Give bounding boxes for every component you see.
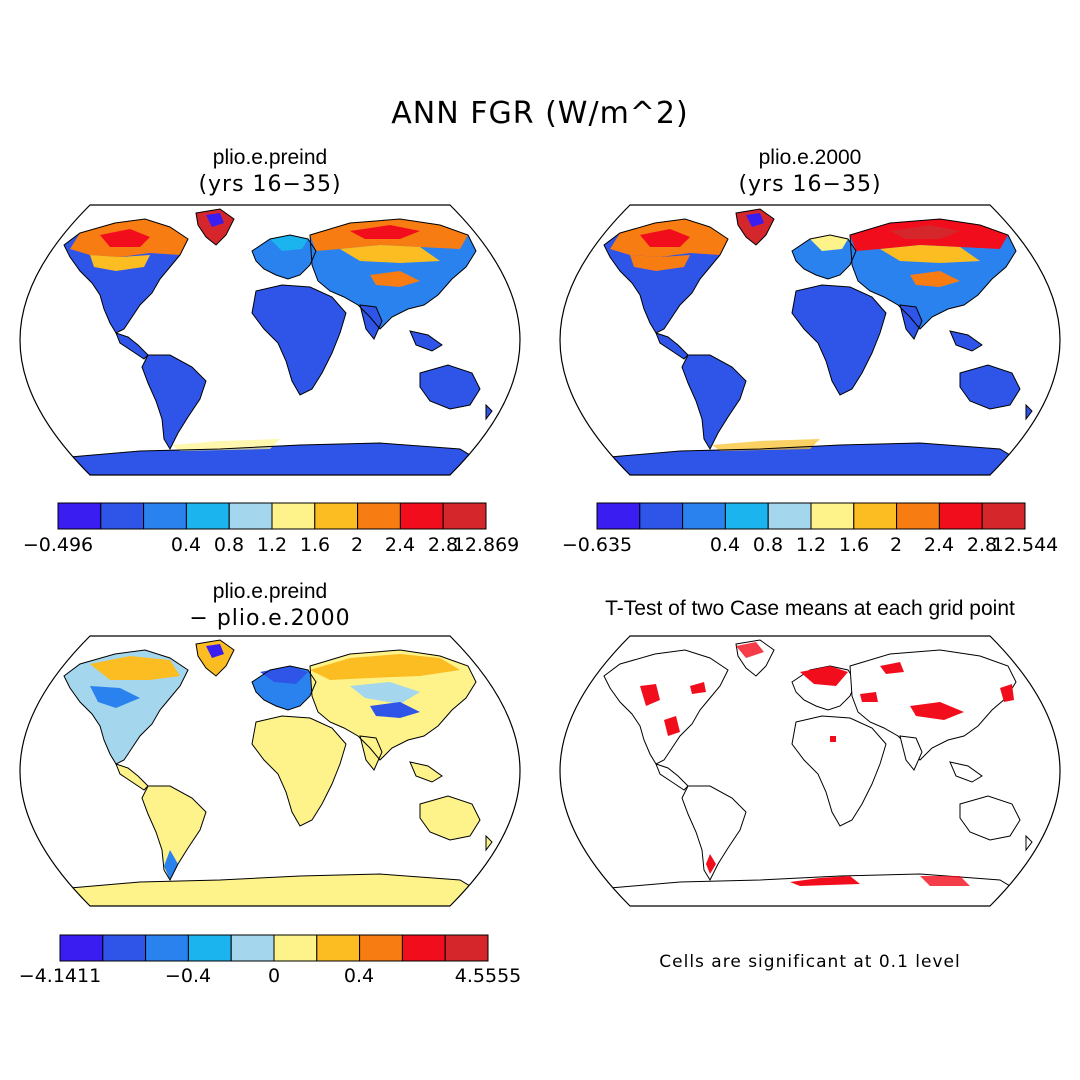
colorbar-swatch — [273, 934, 318, 962]
cb-label: 2.4 — [923, 534, 955, 556]
colorbar-swatch — [401, 934, 446, 962]
panel-diff-title: plio.e.preind — [212, 580, 328, 603]
panel-2000-subtitle: (yrs 16−35) — [738, 172, 882, 197]
land-fill — [64, 640, 492, 906]
panel-diff-subtitle: − plio.e.2000 — [189, 606, 351, 631]
panel-ttest-title: T-Test of two Case means at each grid po… — [605, 597, 1015, 620]
cb-label: 4.5555 — [454, 965, 522, 987]
panel-preind-title: plio.e.preind — [212, 146, 328, 169]
cb-label: 0.4 — [709, 534, 741, 556]
colorbar-diff — [59, 934, 489, 962]
colorbar-swatch — [682, 502, 726, 530]
colorbar-2000-labels: −0.635 0.4 0.8 1.2 1.6 2 2.4 2.8 12.544 — [540, 534, 1080, 558]
colorbar-swatch — [596, 502, 641, 530]
colorbar-diff-labels: −4.1411 −0.4 0 0.4 4.5555 — [0, 965, 540, 989]
cb-label: 1.6 — [299, 534, 331, 556]
colorbar-preind — [57, 502, 487, 530]
colorbar-swatch — [102, 934, 147, 962]
map-border — [559, 204, 1061, 476]
cb-label: 2.8 — [966, 534, 998, 556]
cb-label: 0.4 — [343, 965, 375, 987]
significant-cells — [640, 642, 1014, 886]
cb-label: 2.4 — [384, 534, 416, 556]
figure-title: ANN FGR (W/m^2) — [391, 96, 689, 131]
colorbar-swatch — [896, 502, 940, 530]
colorbar-swatch — [810, 502, 855, 530]
colorbar-swatch — [185, 502, 230, 530]
colorbar-swatch — [767, 502, 812, 530]
cb-label: −0.635 — [561, 534, 633, 556]
map-2000 — [559, 204, 1061, 476]
map-diff — [19, 635, 521, 907]
cb-label: 2 — [889, 534, 903, 556]
panel-preind-subtitle: (yrs 16−35) — [198, 172, 342, 197]
colorbar-swatch — [938, 502, 983, 530]
colorbar-2000 — [596, 502, 1026, 530]
colorbar-swatch — [442, 502, 487, 530]
cb-label: 2.8 — [427, 534, 459, 556]
cb-label: −4.1411 — [18, 965, 102, 987]
cb-label: 0.4 — [170, 534, 202, 556]
map-preind — [19, 204, 521, 476]
cb-label: 12.544 — [991, 534, 1059, 556]
colorbar-swatch — [314, 502, 359, 530]
colorbar-swatch — [59, 934, 104, 962]
cb-label: 2 — [350, 534, 364, 556]
cb-label: 1.2 — [795, 534, 827, 556]
colorbar-swatch — [316, 934, 361, 962]
colorbar-swatch — [981, 502, 1026, 530]
colorbar-swatch — [145, 934, 189, 962]
colorbar-swatch — [57, 502, 102, 530]
colorbar-swatch — [143, 502, 187, 530]
colorbar-swatch — [853, 502, 898, 530]
cb-label: 12.869 — [452, 534, 520, 556]
map-border — [19, 204, 521, 476]
colorbar-swatch — [639, 502, 684, 530]
colorbar-swatch — [359, 934, 403, 962]
cb-label: 0 — [267, 965, 281, 987]
cb-label: −0.4 — [164, 965, 212, 987]
land-fill — [64, 209, 492, 475]
colorbar-swatch — [357, 502, 401, 530]
colorbar-swatch — [230, 934, 275, 962]
panel-2000-title: plio.e.2000 — [758, 146, 862, 169]
cb-label: 0.8 — [752, 534, 784, 556]
map-ttest — [559, 635, 1061, 907]
cb-label: 0.8 — [213, 534, 245, 556]
cb-label: 1.6 — [838, 534, 870, 556]
map-border — [559, 635, 1061, 907]
significance-note: Cells are significant at 0.1 level — [659, 952, 961, 972]
colorbar-swatch — [399, 502, 444, 530]
land-fill — [604, 209, 1032, 475]
colorbar-swatch — [724, 502, 769, 530]
colorbar-swatch — [444, 934, 489, 962]
cb-label: 1.2 — [256, 534, 288, 556]
colorbar-swatch — [187, 934, 232, 962]
cb-label: −0.496 — [22, 534, 94, 556]
colorbar-swatch — [228, 502, 273, 530]
colorbar-preind-labels: −0.496 0.4 0.8 1.2 1.6 2 2.4 2.8 12.869 — [0, 534, 540, 558]
colorbar-swatch — [100, 502, 145, 530]
map-border — [19, 635, 521, 907]
colorbar-swatch — [271, 502, 316, 530]
